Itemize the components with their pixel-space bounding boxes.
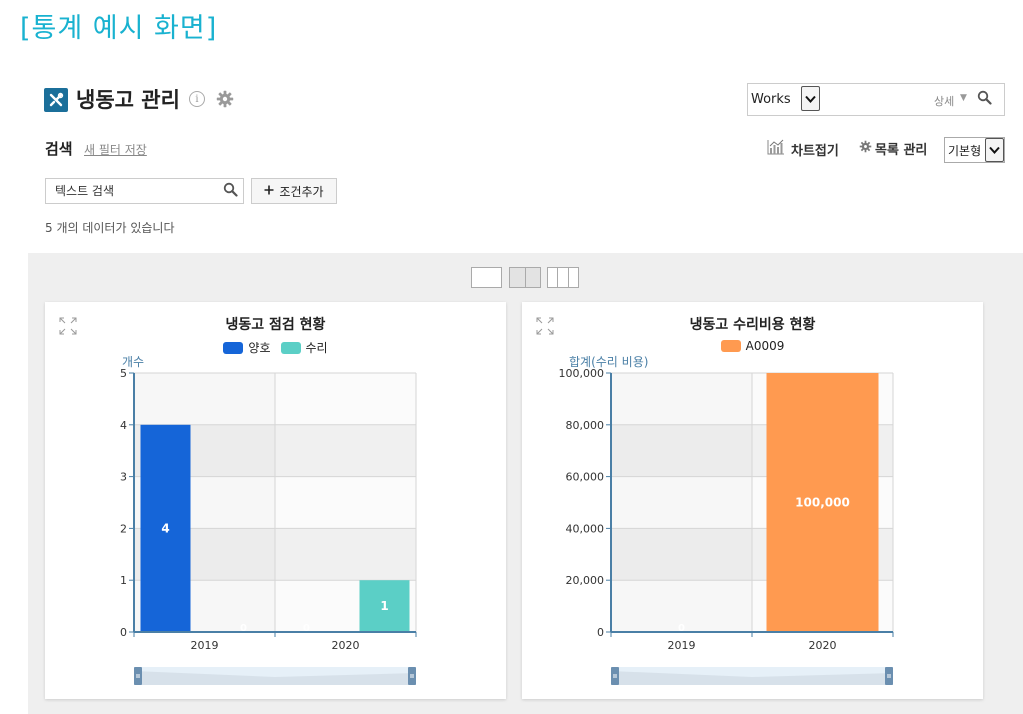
data-label: 0 — [240, 623, 247, 634]
y-tick-label: 2 — [120, 522, 127, 535]
range-handle[interactable] — [408, 667, 416, 685]
info-icon[interactable]: i — [189, 91, 205, 107]
y-tick-label: 0 — [120, 626, 127, 639]
y-tick-label: 80,000 — [566, 419, 605, 432]
chart-panel-inspection: 냉동고 점검 현황 양호 수리 개수 0 1 2 3 4 5 4 0 0 1 2019 2020 — [45, 302, 506, 699]
legend-swatch — [223, 341, 244, 354]
chart-icon — [767, 139, 785, 159]
y-tick-label: 3 — [120, 471, 127, 484]
legend-label: 양호 — [248, 341, 271, 355]
bar[interactable] — [359, 580, 410, 632]
bar[interactable] — [766, 373, 879, 632]
chart-panel-repair-cost: 냉동고 수리비용 현황 A0009 합계(수리 비용) 0 20,000 40,00… — [522, 302, 983, 699]
y-tick-label: 40,000 — [566, 522, 605, 535]
text-search-field[interactable] — [45, 178, 244, 204]
text-search-input[interactable] — [46, 179, 216, 203]
add-condition-button[interactable]: 조건추가 — [251, 178, 337, 204]
y-tick-label: 20,000 — [566, 574, 605, 587]
data-label: 1 — [380, 599, 388, 613]
add-condition-label: 조건추가 — [279, 184, 324, 199]
y-axis-label: 개수 — [122, 355, 145, 369]
range-handle[interactable] — [134, 667, 142, 685]
chevron-down-icon[interactable] — [985, 138, 1004, 162]
y-tick-label: 0 — [597, 626, 604, 639]
list-manage-label: 목록 관리 — [875, 143, 928, 158]
gear-icon[interactable] — [216, 90, 234, 110]
y-tick-label: 1 — [120, 574, 127, 587]
legend-swatch — [720, 340, 741, 352]
y-tick-label: 5 — [120, 367, 127, 380]
y-tick-label: 60,000 — [566, 471, 605, 484]
tools-icon — [44, 88, 68, 112]
page-title: 냉동고 관리 — [76, 88, 180, 112]
expand-icon[interactable] — [59, 317, 77, 339]
chart-title: 냉동고 점검 현황 — [225, 317, 326, 333]
x-tick-label: 2019 — [191, 639, 219, 652]
scope-select[interactable]: Works — [748, 84, 820, 115]
caret-down-icon[interactable]: ▼ — [960, 93, 967, 103]
chart-title: 냉동고 수리비용 현황 — [689, 317, 816, 333]
layout-one-column-button[interactable] — [471, 267, 502, 288]
x-tick-label: 2020 — [809, 639, 837, 652]
range-handle[interactable] — [885, 667, 893, 685]
search-icon[interactable] — [977, 90, 992, 109]
chart-collapse-label: 차트접기 — [791, 143, 839, 159]
plus-icon — [264, 184, 274, 198]
data-label: 0 — [303, 623, 310, 634]
detail-search-link[interactable]: 상세 — [934, 95, 955, 108]
range-handle[interactable] — [611, 667, 619, 685]
save-filter-link[interactable]: 새 필터 저장 — [84, 143, 147, 157]
chart-collapse-button[interactable]: 차트접기 — [767, 139, 839, 159]
data-label: 0 — [678, 623, 685, 634]
layout-two-column-button[interactable] — [509, 267, 541, 288]
chart-inspection: 0 1 2 3 4 5 4 0 0 1 2019 2020 — [120, 367, 417, 685]
x-tick-label: 2020 — [332, 639, 360, 652]
legend-item[interactable]: 양호 — [223, 339, 271, 356]
y-tick-label: 4 — [120, 419, 127, 432]
range-navigator-series — [134, 671, 416, 685]
chart-repair-cost: 0 20,000 40,000 60,000 80,000 100,000 0 100,000… — [559, 367, 894, 685]
y-tick-label: 100,000 — [559, 367, 605, 380]
y-axis-label: 합계(수리 비용) — [569, 355, 649, 369]
expand-icon[interactable] — [536, 317, 554, 339]
search-heading: 검색 — [45, 140, 73, 158]
category-band — [611, 373, 752, 632]
data-label: 100,000 — [795, 496, 850, 510]
range-navigator-series — [611, 671, 893, 685]
view-mode-value: 기본형 — [948, 143, 982, 158]
chevron-down-icon[interactable] — [801, 86, 820, 111]
legend-swatch — [280, 341, 301, 354]
x-tick-label: 2019 — [668, 639, 696, 652]
list-manage-button[interactable]: 목록 관리 — [859, 139, 927, 158]
layout-three-column-button[interactable] — [547, 267, 579, 288]
legend-label: A0009 — [745, 339, 785, 353]
search-icon[interactable] — [223, 182, 238, 201]
global-search: Works 상세 ▼ — [747, 83, 1005, 116]
legend-item[interactable]: 수리 — [280, 339, 328, 356]
result-count: 5 개의 데이터가 있습니다 — [45, 221, 175, 235]
legend-label: 수리 — [305, 341, 328, 355]
view-mode-select[interactable]: 기본형 — [944, 137, 1005, 163]
bar[interactable] — [140, 424, 191, 632]
scope-select-value: Works — [751, 92, 791, 107]
chart-legend: 양호 수리 — [45, 339, 506, 356]
chart-legend: A0009 — [522, 339, 983, 353]
slide-title: [통계 예시 화면] — [20, 13, 218, 44]
legend-item[interactable]: A0009 — [720, 339, 785, 353]
gear-icon — [859, 140, 872, 157]
data-label: 4 — [161, 521, 169, 535]
